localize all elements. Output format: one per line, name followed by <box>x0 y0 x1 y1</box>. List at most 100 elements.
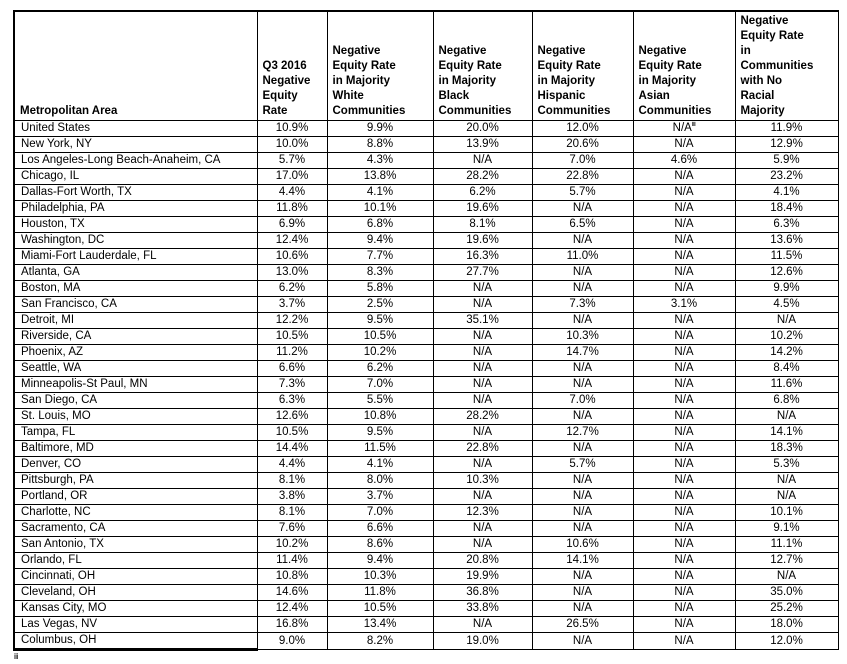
rate-cell: 9.0% <box>256 632 328 650</box>
table-row: Chicago, IL 17.0% 13.8% 28.2% 22.8% N/A 23.2% <box>13 168 839 185</box>
metro-area-cell: Houston, TX <box>13 216 258 233</box>
metro-area-cell: San Antonio, TX <box>13 536 258 553</box>
rate-cell: 14.7% <box>531 344 634 361</box>
rate-cell: 13.4% <box>326 616 434 633</box>
rate-cell: N/A <box>632 184 736 201</box>
table-row: Phoenix, AZ 11.2% 10.2% N/A 14.7% N/A 14.2% <box>13 344 839 361</box>
rate-cell: 26.5% <box>531 616 634 633</box>
rate-cell: 6.6% <box>256 360 328 377</box>
rate-cell: 9.9% <box>734 280 839 297</box>
rate-cell: 4.1% <box>326 184 434 201</box>
rate-cell: 8.1% <box>256 472 328 489</box>
rate-cell: N/A <box>734 312 839 329</box>
metro-area-cell: Columbus, OH <box>13 632 258 651</box>
rate-cell: N/Aiii <box>632 120 736 137</box>
rate-cell: N/A <box>632 584 736 601</box>
rate-cell: 10.3% <box>432 472 533 489</box>
rate-cell: N/A <box>432 360 533 377</box>
rate-cell: 12.2% <box>256 312 328 329</box>
rate-cell: N/A <box>432 488 533 505</box>
metro-area-cell: San Francisco, CA <box>13 296 258 313</box>
rate-cell: 6.2% <box>326 360 434 377</box>
rate-cell: 8.4% <box>734 360 839 377</box>
table-row: Miami-Fort Lauderdale, FL 10.6% 7.7% 16.3% 1… <box>13 248 839 265</box>
metro-area-cell: Orlando, FL <box>13 552 258 569</box>
rate-cell: N/A <box>632 520 736 537</box>
metro-area-cell: Denver, CO <box>13 456 258 473</box>
rate-cell: N/A <box>531 488 634 505</box>
rate-cell: 22.8% <box>531 168 634 185</box>
rate-cell: 19.6% <box>432 232 533 249</box>
rate-cell: 14.2% <box>734 344 839 361</box>
table-row: United States 10.9% 9.9% 20.0% 12.0% N/Aiii 11… <box>13 120 839 137</box>
rate-cell: 5.8% <box>326 280 434 297</box>
rate-cell: 5.7% <box>531 456 634 473</box>
rate-cell: 14.6% <box>256 584 328 601</box>
rate-cell: 6.9% <box>256 216 328 233</box>
rate-cell: N/A <box>432 344 533 361</box>
table-row: Portland, OR 3.8% 3.7% N/A N/A N/A N/A <box>13 488 839 505</box>
rate-cell: 10.6% <box>531 536 634 553</box>
rate-cell: 13.0% <box>256 264 328 281</box>
rate-cell: N/A <box>632 376 736 393</box>
table-row: Charlotte, NC 8.1% 7.0% 12.3% N/A N/A 10.1% <box>13 504 839 521</box>
rate-cell: 14.4% <box>256 440 328 457</box>
rate-cell: N/A <box>531 584 634 601</box>
rate-cell: 7.0% <box>326 504 434 521</box>
rate-cell: N/A <box>432 376 533 393</box>
rate-cell: 10.3% <box>531 328 634 345</box>
metro-area-cell: San Diego, CA <box>13 392 258 409</box>
table-row: Los Angeles-Long Beach-Anaheim, CA 5.7% 4.… <box>13 152 839 169</box>
rate-cell: N/A <box>531 360 634 377</box>
metro-area-cell: Sacramento, CA <box>13 520 258 537</box>
rate-cell: N/A <box>632 264 736 281</box>
rate-cell: N/A <box>632 200 736 217</box>
rate-cell: 9.4% <box>326 552 434 569</box>
table-row: Sacramento, CA 7.6% 6.6% N/A N/A N/A 9.1% <box>13 520 839 537</box>
rate-cell: 10.8% <box>326 408 434 425</box>
table-row: St. Louis, MO 12.6% 10.8% 28.2% N/A N/A N/A <box>13 408 839 425</box>
rate-cell: 20.6% <box>531 136 634 153</box>
rate-cell: 10.0% <box>256 136 328 153</box>
rate-cell: N/A <box>632 216 736 233</box>
rate-cell: 10.2% <box>256 536 328 553</box>
rate-cell: 19.0% <box>432 632 533 650</box>
rate-cell: 6.2% <box>256 280 328 297</box>
rate-cell: 12.4% <box>256 600 328 617</box>
metro-area-cell: Portland, OR <box>13 488 258 505</box>
rate-cell: N/A <box>734 408 839 425</box>
rate-cell: N/A <box>632 488 736 505</box>
metro-area-cell: Detroit, MI <box>13 312 258 329</box>
rate-cell: N/A <box>632 440 736 457</box>
rate-cell: N/A <box>632 472 736 489</box>
rate-cell: 6.5% <box>531 216 634 233</box>
rate-cell: 9.4% <box>326 232 434 249</box>
table-row: Riverside, CA 10.5% 10.5% N/A 10.3% N/A 10.2% <box>13 328 839 345</box>
rate-cell: 4.4% <box>256 184 328 201</box>
rate-cell: 6.6% <box>326 520 434 537</box>
rate-cell: 3.8% <box>256 488 328 505</box>
rate-cell: 7.3% <box>256 376 328 393</box>
rate-cell: N/A <box>632 328 736 345</box>
table-row: Washington, DC 12.4% 9.4% 19.6% N/A N/A 13.6% <box>13 232 839 249</box>
rate-cell: 12.6% <box>734 264 839 281</box>
metro-area-cell: Charlotte, NC <box>13 504 258 521</box>
rate-cell: 28.2% <box>432 408 533 425</box>
table-row: New York, NY 10.0% 8.8% 13.9% 20.6% N/A 12.9% <box>13 136 839 153</box>
rate-cell: 18.0% <box>734 616 839 633</box>
metro-area-cell: Tampa, FL <box>13 424 258 441</box>
rate-cell: 11.5% <box>734 248 839 265</box>
rate-cell: 25.2% <box>734 600 839 617</box>
rate-cell: 5.7% <box>531 184 634 201</box>
rate-cell: 7.7% <box>326 248 434 265</box>
rate-cell: 10.9% <box>256 120 328 137</box>
rate-cell: 10.2% <box>734 328 839 345</box>
rate-cell: N/A <box>632 536 736 553</box>
rate-cell: 23.2% <box>734 168 839 185</box>
rate-cell: 22.8% <box>432 440 533 457</box>
rate-cell: N/A <box>632 312 736 329</box>
rate-cell: 4.1% <box>734 184 839 201</box>
column-header-majority-white: Negative Equity Rate in Majority White C… <box>326 10 434 121</box>
rate-cell: N/A <box>531 632 634 650</box>
rate-cell: 9.5% <box>326 424 434 441</box>
